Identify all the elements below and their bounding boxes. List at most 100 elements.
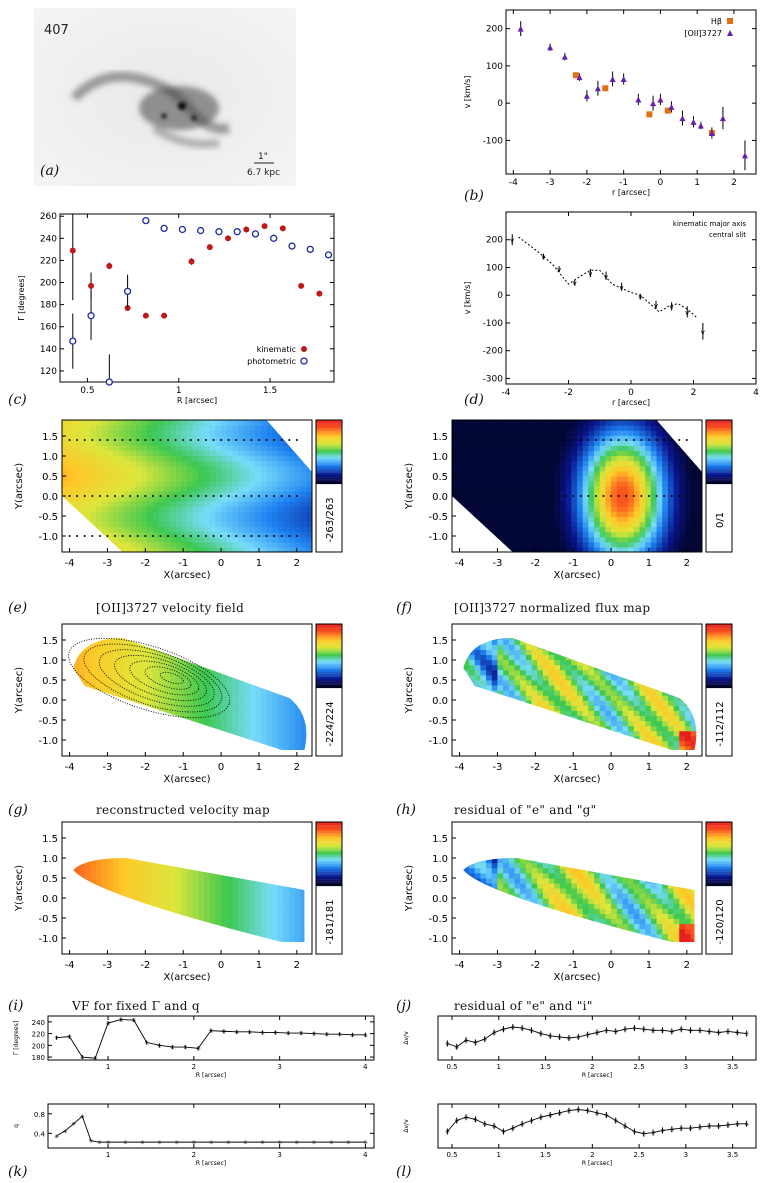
map-cell xyxy=(169,705,177,711)
map-cell xyxy=(690,445,697,452)
map-cell xyxy=(232,649,239,656)
map-cell xyxy=(577,455,584,462)
map-cell xyxy=(215,546,222,552)
map-cell xyxy=(243,710,251,716)
map-cell xyxy=(542,460,550,467)
map-cell xyxy=(480,526,487,533)
map-cell xyxy=(554,725,561,732)
map-cell xyxy=(463,475,470,482)
map-cell xyxy=(525,501,533,507)
map-cell xyxy=(469,445,476,452)
map-cell xyxy=(238,725,245,732)
map-cell xyxy=(73,420,80,426)
map-cell xyxy=(221,664,228,671)
map-cell xyxy=(515,629,521,635)
map-cell xyxy=(605,536,612,543)
map-cell xyxy=(622,475,629,482)
map-cell xyxy=(255,638,262,640)
map-cell xyxy=(622,511,629,518)
map-cell xyxy=(696,491,702,497)
map-cell xyxy=(79,654,86,661)
map-cell xyxy=(537,511,544,518)
colorbar-cell xyxy=(316,439,342,441)
map-cell xyxy=(175,674,182,681)
map-cell xyxy=(679,420,686,426)
map-cell xyxy=(130,420,137,426)
map-cell xyxy=(215,465,222,472)
map-cell xyxy=(294,710,302,716)
data-point: v xyxy=(701,328,705,336)
map-cell xyxy=(503,730,510,737)
map-cell xyxy=(559,450,567,457)
map-cell xyxy=(616,511,624,518)
map-cell xyxy=(582,679,589,686)
map-cell xyxy=(226,516,234,523)
map-cell xyxy=(294,511,302,518)
map-cell xyxy=(272,740,279,747)
map-cell xyxy=(508,450,516,457)
map-cell xyxy=(107,735,114,742)
map-cell xyxy=(300,700,307,706)
map-cell xyxy=(113,654,120,661)
map-cell xyxy=(84,715,92,722)
y-tick-label: 200 xyxy=(486,25,503,35)
map-cell xyxy=(232,730,239,737)
map-cell xyxy=(204,541,211,548)
map-cell xyxy=(226,521,234,528)
map-cell xyxy=(187,639,194,645)
map-cell xyxy=(503,430,510,436)
map-cell xyxy=(243,659,251,666)
map-cell xyxy=(588,445,595,452)
map-cell xyxy=(616,516,624,523)
map-cell xyxy=(656,460,663,467)
map-cell xyxy=(226,480,234,487)
map-cell xyxy=(187,720,194,727)
map-cell xyxy=(463,501,470,507)
map-cell xyxy=(571,491,578,497)
map-cell xyxy=(554,674,561,681)
colorbar-cell xyxy=(316,442,342,445)
map-cell xyxy=(560,629,566,635)
slit-dot xyxy=(549,439,552,441)
map-cell xyxy=(209,526,217,533)
map-cell xyxy=(147,491,154,497)
map-cell xyxy=(565,690,572,696)
map-cell xyxy=(283,475,290,482)
map-cell xyxy=(255,629,261,635)
map-cell xyxy=(158,690,165,696)
map-cell xyxy=(215,440,222,446)
map-cell xyxy=(463,654,464,661)
map-cell xyxy=(277,638,285,640)
map-cell xyxy=(169,669,177,676)
map-cell xyxy=(289,430,296,436)
map-cell xyxy=(192,669,199,676)
map-cell xyxy=(542,664,550,671)
map-cell xyxy=(469,715,476,722)
map-cell xyxy=(204,700,211,706)
map-cell xyxy=(141,460,148,467)
map-cell xyxy=(192,690,199,696)
map-cell xyxy=(622,649,629,656)
map-cell xyxy=(232,695,239,701)
map-cell xyxy=(175,521,182,528)
map-cell xyxy=(107,644,114,650)
map-cell xyxy=(469,725,476,732)
map-cell xyxy=(633,516,641,523)
map-cell xyxy=(599,440,607,446)
map-cell xyxy=(684,430,692,436)
map-cell xyxy=(277,745,285,750)
map-cell xyxy=(73,664,74,671)
map-cell xyxy=(164,516,171,523)
map-cell xyxy=(294,664,302,671)
map-cell xyxy=(135,669,143,676)
map-cell xyxy=(96,425,103,431)
map-cell xyxy=(204,705,211,711)
map-cell xyxy=(559,521,567,528)
map-cell xyxy=(209,475,217,482)
map-cell xyxy=(520,644,527,650)
map-cell xyxy=(283,740,290,747)
map-cell xyxy=(272,475,279,482)
legend-label: Hβ xyxy=(711,17,722,26)
map-cell xyxy=(67,526,74,533)
map-cell xyxy=(277,705,285,711)
